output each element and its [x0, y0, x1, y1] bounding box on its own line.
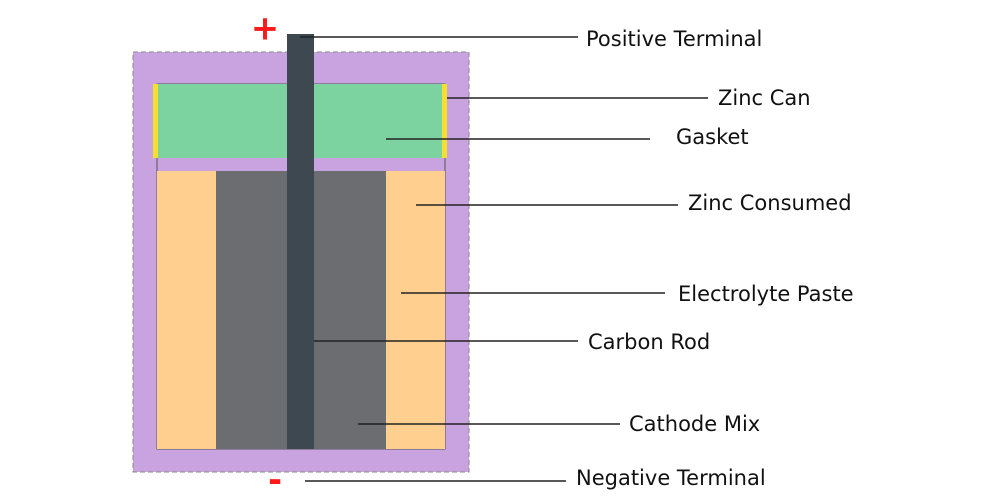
- part-label: Gasket: [676, 125, 749, 149]
- zinc-can-edge: [442, 84, 447, 158]
- part-label: Zinc Consumed: [688, 191, 852, 215]
- zinc-can-edge: [153, 84, 158, 158]
- part-label: Electrolyte Paste: [678, 282, 854, 306]
- electrolyte-left: [157, 171, 216, 449]
- positive-sign: +: [251, 9, 280, 49]
- part-label: Zinc Can: [718, 86, 811, 110]
- part-label: Positive Terminal: [586, 27, 762, 51]
- electrolyte-right: [386, 171, 445, 449]
- part-label: Negative Terminal: [576, 466, 766, 490]
- part-label: Carbon Rod: [588, 330, 710, 354]
- carbon-rod: [287, 34, 314, 449]
- labels: Positive Terminal Zinc Can Gasket Zinc Cons…: [300, 27, 854, 490]
- negative-sign: -: [268, 461, 282, 500]
- part-label: Cathode Mix: [629, 412, 760, 436]
